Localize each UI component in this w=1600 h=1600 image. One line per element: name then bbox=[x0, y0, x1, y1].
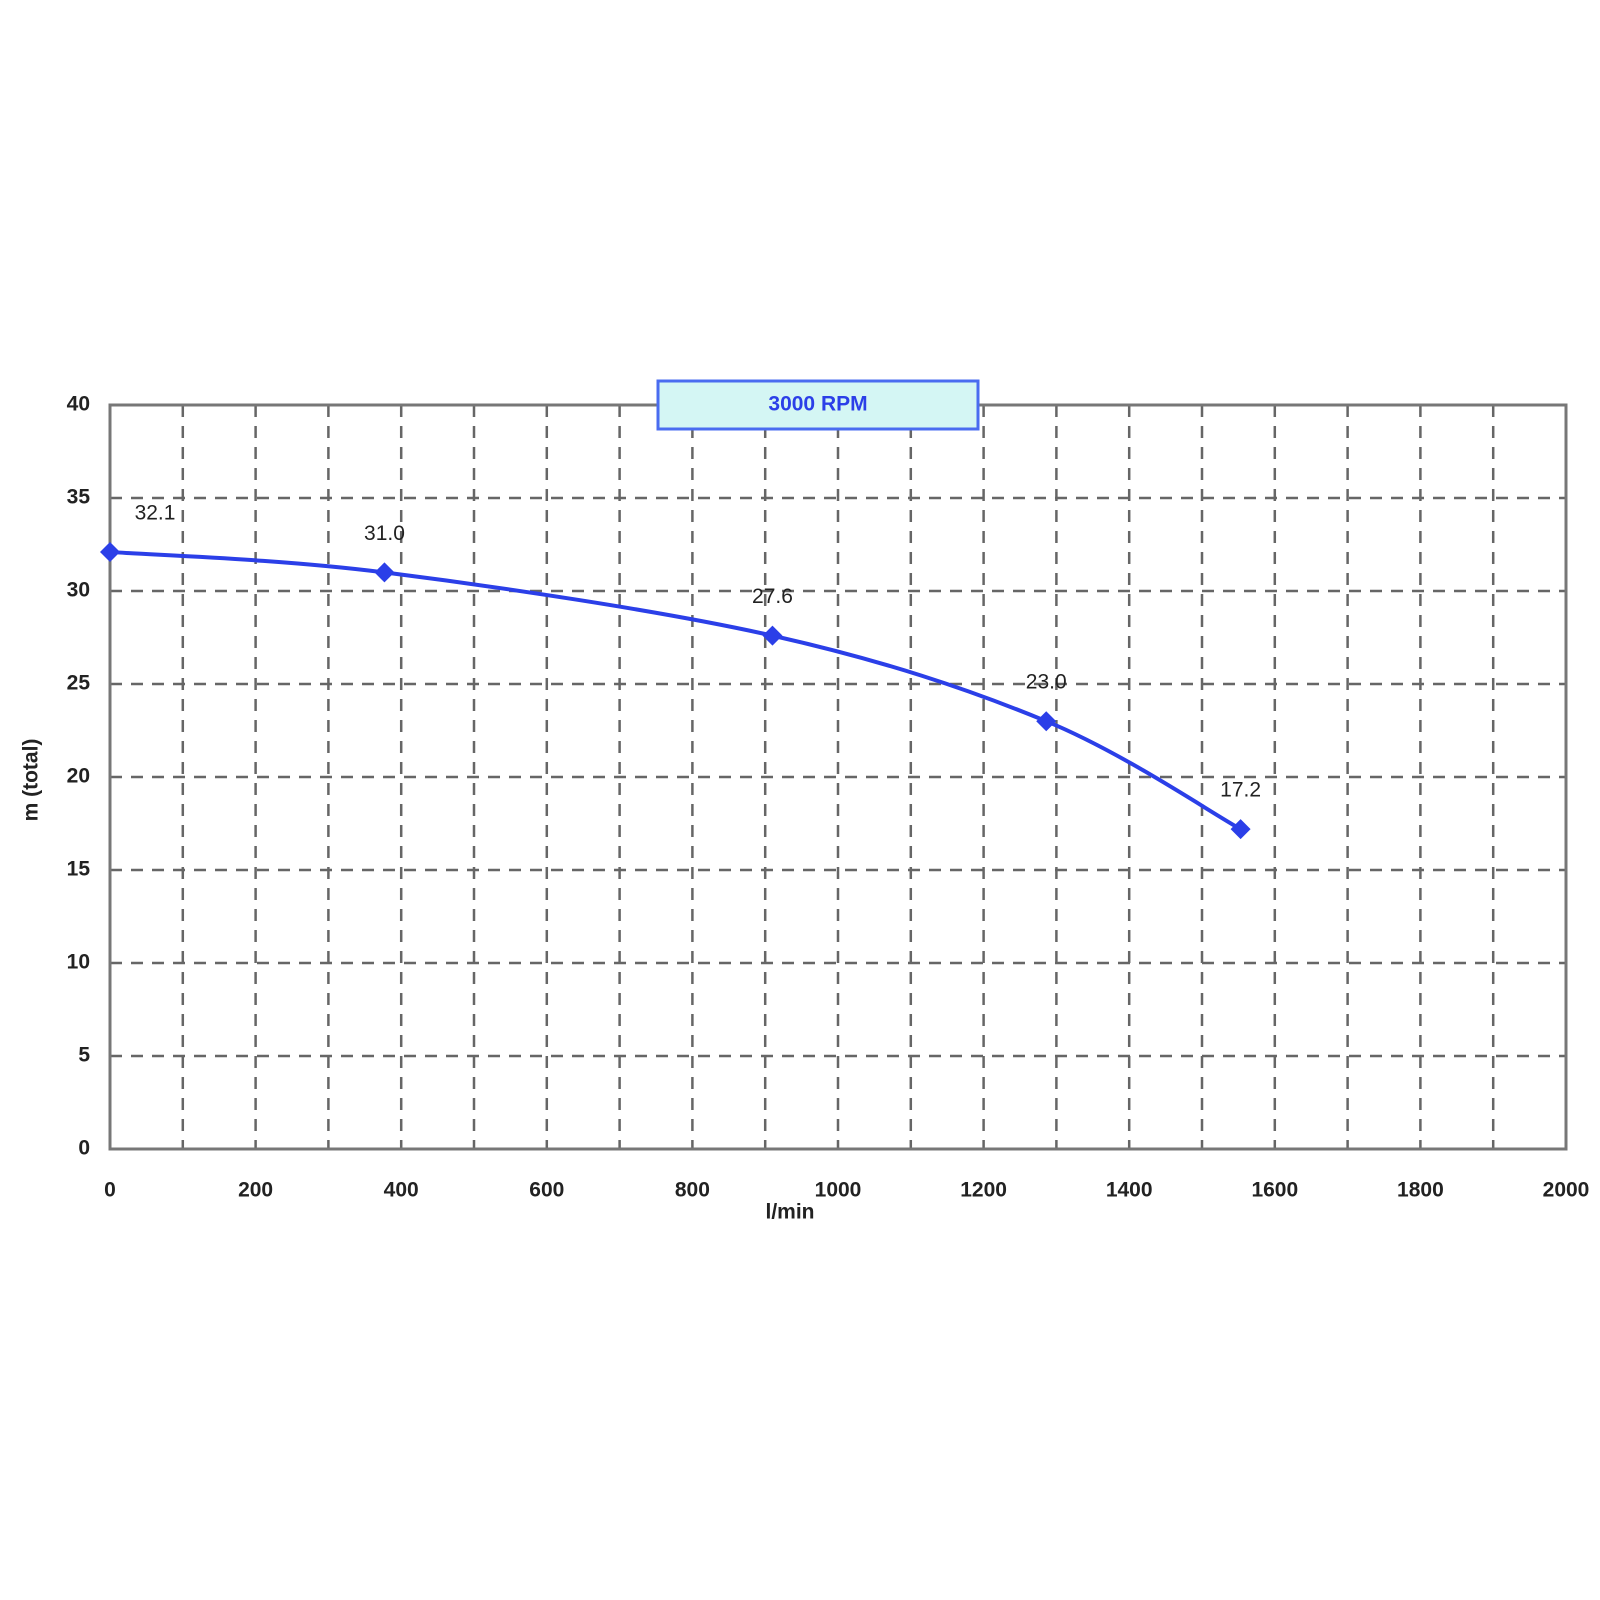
x-tick-label: 1200 bbox=[960, 1179, 1007, 1202]
x-tick-label: 1800 bbox=[1397, 1179, 1444, 1202]
y-tick-label: 40 bbox=[67, 393, 90, 416]
x-tick-label: 1600 bbox=[1251, 1179, 1298, 1202]
point-marker bbox=[100, 541, 120, 562]
data-label: 32.1 bbox=[135, 501, 176, 524]
x-axis-label: l/min bbox=[765, 1201, 814, 1224]
data-label: 27.6 bbox=[752, 585, 793, 608]
y-tick-label: 15 bbox=[67, 858, 91, 881]
x-tick-label: 800 bbox=[675, 1179, 710, 1202]
y-tick-label: 25 bbox=[67, 672, 91, 695]
x-tick-label: 0 bbox=[104, 1179, 116, 1202]
data-label: 23.0 bbox=[1026, 671, 1067, 694]
point-marker bbox=[762, 625, 783, 646]
y-tick-label: 0 bbox=[78, 1137, 90, 1160]
title-box bbox=[656, 379, 980, 431]
point-marker bbox=[1230, 819, 1251, 840]
x-tick-label: 1000 bbox=[815, 1179, 862, 1202]
x-tick-label: 1400 bbox=[1106, 1179, 1153, 1202]
x-tick-label: 400 bbox=[384, 1179, 419, 1202]
y-tick-label: 35 bbox=[67, 486, 91, 509]
y-axis-label: m (total) bbox=[20, 739, 43, 822]
data-label: 17.2 bbox=[1220, 779, 1261, 802]
x-tick-label: 2000 bbox=[1543, 1179, 1590, 1202]
y-tick-label: 5 bbox=[78, 1044, 90, 1067]
y-tick-label: 30 bbox=[67, 579, 90, 602]
point-marker bbox=[1036, 711, 1057, 732]
x-tick-label: 600 bbox=[529, 1179, 564, 1202]
y-tick-label: 20 bbox=[67, 765, 90, 788]
line bbox=[109, 549, 1242, 831]
data-label: 31.0 bbox=[364, 522, 405, 545]
y-tick-label: 10 bbox=[67, 951, 90, 974]
point-marker bbox=[374, 562, 395, 583]
chart-title: 3000 RPM bbox=[768, 393, 867, 416]
x-tick-label: 200 bbox=[238, 1179, 273, 1202]
